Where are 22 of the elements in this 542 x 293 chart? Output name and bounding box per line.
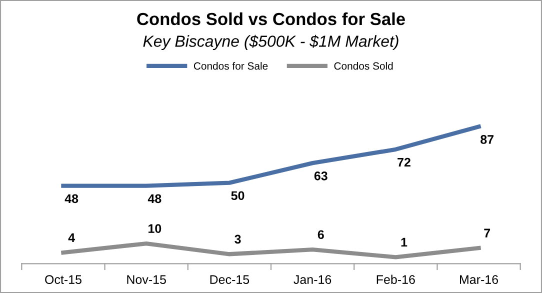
data-label: 63 bbox=[314, 171, 328, 180]
x-tick-label: Nov-15 bbox=[127, 275, 166, 284]
data-label: 4 bbox=[68, 233, 75, 242]
legend-label: Condos Sold bbox=[334, 62, 393, 70]
data-label: 10 bbox=[148, 224, 162, 233]
data-label: 50 bbox=[231, 191, 244, 200]
x-tick-label: Dec-15 bbox=[210, 275, 250, 284]
data-label: 6 bbox=[318, 230, 324, 240]
legend-label: Condos for Sale bbox=[194, 62, 268, 70]
data-label: 48 bbox=[148, 194, 162, 204]
x-tick-label: Mar-16 bbox=[460, 275, 498, 284]
data-label: 72 bbox=[398, 158, 410, 167]
x-tick-label: Jan-16 bbox=[294, 275, 332, 284]
chart-title: Condos Sold vs Condos for Sale bbox=[137, 12, 405, 26]
chart-subtitle: Key Biscayne ($500K - $1M Market) bbox=[143, 34, 398, 50]
x-tick-label: Oct-15 bbox=[45, 275, 82, 284]
data-label: 87 bbox=[480, 135, 494, 144]
x-tick-label: Feb-16 bbox=[376, 274, 415, 284]
data-label: 7 bbox=[484, 228, 490, 238]
data-label: 1 bbox=[401, 238, 408, 247]
data-label: 3 bbox=[234, 234, 241, 244]
data-label: 48 bbox=[64, 194, 78, 204]
